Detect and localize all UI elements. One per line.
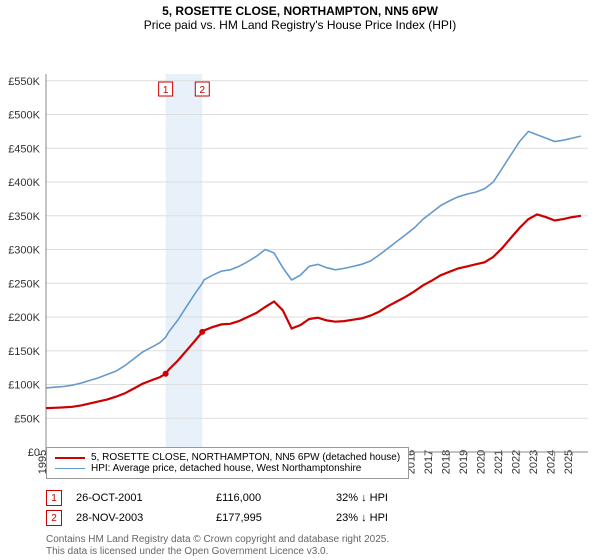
chart-svg: £0£50K£100K£150K£200K£250K£300K£350K£400… bbox=[0, 32, 600, 477]
ytick-label: £200K bbox=[8, 312, 40, 324]
attribution-line1: Contains HM Land Registry data © Crown c… bbox=[46, 534, 389, 545]
ytick-label: £450K bbox=[8, 143, 40, 155]
xtick-label: 2019 bbox=[458, 450, 470, 474]
xtick-label: 2017 bbox=[423, 450, 435, 474]
ytick-label: £350K bbox=[8, 211, 40, 223]
xtick-label: 2025 bbox=[563, 450, 575, 474]
title-block: 5, ROSETTE CLOSE, NORTHAMPTON, NN5 6PW P… bbox=[0, 0, 600, 32]
xtick-label: 2024 bbox=[546, 450, 558, 474]
ytick-label: £500K bbox=[8, 110, 40, 122]
chart-container: 5, ROSETTE CLOSE, NORTHAMPTON, NN5 6PW P… bbox=[0, 0, 600, 560]
legend: 5, ROSETTE CLOSE, NORTHAMPTON, NN5 6PW (… bbox=[46, 447, 409, 479]
footer-marker: 1 bbox=[46, 490, 62, 506]
price-point bbox=[163, 371, 169, 377]
highlight-band bbox=[166, 74, 203, 452]
ytick-label: £100K bbox=[8, 380, 40, 392]
legend-row: HPI: Average price, detached house, West… bbox=[55, 463, 400, 474]
legend-row: 5, ROSETTE CLOSE, NORTHAMPTON, NN5 6PW (… bbox=[55, 452, 400, 463]
marker-label: 1 bbox=[163, 85, 169, 96]
ytick-label: £300K bbox=[8, 245, 40, 257]
ytick-label: £400K bbox=[8, 177, 40, 189]
footer-date: 26-OCT-2001 bbox=[76, 492, 216, 504]
legend-swatch bbox=[55, 468, 85, 469]
footer-price: £177,995 bbox=[216, 512, 336, 524]
marker-label: 2 bbox=[200, 85, 206, 96]
attribution-line2: This data is licensed under the Open Gov… bbox=[46, 546, 328, 557]
footer-marker: 2 bbox=[46, 510, 62, 526]
footer-pct: 32% ↓ HPI bbox=[336, 492, 388, 504]
series-price bbox=[46, 214, 581, 408]
xtick-label: 2022 bbox=[511, 450, 523, 474]
footer-row: 2 28-NOV-2003£177,99523% ↓ HPI bbox=[46, 510, 388, 526]
footer-row: 1 26-OCT-2001£116,00032% ↓ HPI bbox=[46, 490, 388, 506]
title-line1: 5, ROSETTE CLOSE, NORTHAMPTON, NN5 6PW bbox=[0, 4, 600, 18]
footer-date: 28-NOV-2003 bbox=[76, 512, 216, 524]
legend-swatch bbox=[55, 457, 85, 459]
xtick-label: 2018 bbox=[440, 450, 452, 474]
footer-pct: 23% ↓ HPI bbox=[336, 512, 388, 524]
series-hpi bbox=[46, 131, 581, 388]
xtick-label: 2020 bbox=[476, 450, 488, 474]
title-line2: Price paid vs. HM Land Registry's House … bbox=[0, 18, 600, 32]
legend-label: HPI: Average price, detached house, West… bbox=[91, 463, 361, 474]
ytick-label: £150K bbox=[8, 346, 40, 358]
xtick-label: 2021 bbox=[493, 450, 505, 474]
price-point bbox=[199, 329, 205, 335]
ytick-label: £250K bbox=[8, 278, 40, 290]
xtick-label: 2023 bbox=[528, 450, 540, 474]
ytick-label: £50K bbox=[14, 413, 40, 425]
ytick-label: £550K bbox=[8, 76, 40, 88]
footer-price: £116,000 bbox=[216, 492, 336, 504]
legend-label: 5, ROSETTE CLOSE, NORTHAMPTON, NN5 6PW (… bbox=[91, 452, 400, 463]
